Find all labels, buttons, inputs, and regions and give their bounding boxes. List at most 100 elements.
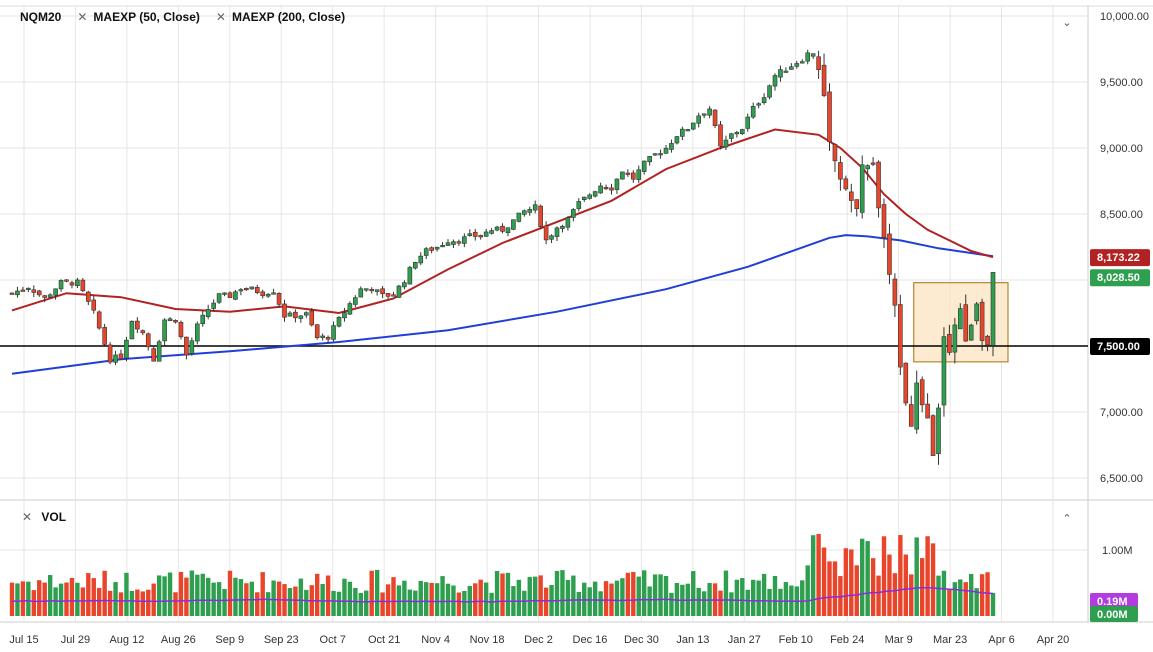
volume-bar bbox=[151, 583, 156, 616]
volume-bar bbox=[369, 570, 374, 616]
candle-body bbox=[385, 293, 391, 297]
candle-body bbox=[903, 362, 909, 404]
candle-body bbox=[789, 66, 794, 70]
candle-body bbox=[696, 115, 702, 124]
volume-bar bbox=[571, 575, 576, 616]
volume-bar bbox=[69, 577, 75, 616]
candle-body bbox=[587, 194, 593, 199]
volume-bar bbox=[701, 591, 707, 616]
volume-bar bbox=[903, 554, 908, 616]
candle-body bbox=[271, 292, 276, 295]
y-tick-label: 8,500.00 bbox=[1100, 209, 1143, 221]
volume-bar bbox=[462, 590, 467, 616]
candle-body bbox=[140, 330, 146, 334]
volume-bar bbox=[336, 591, 342, 616]
x-tick-label: Apr 20 bbox=[1037, 634, 1069, 646]
volume-bar bbox=[985, 572, 990, 616]
candle-body bbox=[625, 172, 631, 175]
candle-body bbox=[767, 85, 772, 98]
close-icon[interactable]: ✕ bbox=[215, 10, 226, 24]
x-tick-label: Oct 21 bbox=[368, 634, 400, 646]
hline-value-badge: 7,500.00 bbox=[1090, 338, 1150, 355]
volume-bar bbox=[620, 578, 625, 616]
candle-body bbox=[456, 241, 462, 244]
chevron-up-icon[interactable]: ⌃ bbox=[1062, 513, 1072, 525]
volume-bar bbox=[887, 554, 892, 616]
y-tick-label: 9,500.00 bbox=[1100, 77, 1143, 89]
volume-bar bbox=[445, 583, 451, 616]
volume-bar bbox=[740, 578, 745, 616]
volume-bar bbox=[821, 547, 827, 616]
last-volume-badge: 0.00M bbox=[1090, 606, 1138, 622]
volume-bar bbox=[843, 548, 849, 616]
volume-bar bbox=[418, 580, 423, 616]
volume-bar bbox=[979, 574, 985, 616]
candle-body bbox=[167, 318, 173, 322]
candle-body bbox=[440, 245, 445, 248]
volume-bar bbox=[75, 582, 80, 616]
candle-body bbox=[412, 261, 418, 269]
candle-body bbox=[810, 53, 816, 57]
volume-bar bbox=[358, 592, 363, 616]
candle-body bbox=[423, 248, 429, 256]
candle-body bbox=[314, 324, 320, 339]
candle-body bbox=[658, 153, 663, 156]
axis-labels: 10,000.009,500.009,000.008,500.008,000.0… bbox=[9, 11, 1149, 646]
volume-bar bbox=[195, 574, 200, 616]
volume-bar bbox=[598, 591, 603, 616]
candle-body bbox=[560, 225, 565, 229]
volume-bar bbox=[592, 581, 598, 616]
candle-body bbox=[391, 294, 396, 297]
chevron-down-icon[interactable]: ⌄ bbox=[1062, 17, 1072, 29]
candle-body bbox=[718, 124, 723, 147]
volume-bar bbox=[527, 576, 532, 616]
last-price-badge: 8,028.50 bbox=[1090, 269, 1150, 287]
candle-body bbox=[957, 308, 963, 330]
candle-body bbox=[756, 103, 761, 106]
volume-bar bbox=[206, 577, 211, 616]
candle-body bbox=[919, 379, 925, 406]
grid bbox=[0, 6, 1088, 622]
volume-bar bbox=[560, 570, 565, 616]
volume-bar bbox=[958, 579, 963, 616]
volume-bar bbox=[407, 589, 413, 616]
candle-body bbox=[680, 128, 685, 137]
candle-body bbox=[571, 209, 576, 218]
volume-bar bbox=[107, 590, 113, 616]
volume-bar bbox=[816, 533, 821, 616]
candle-body bbox=[848, 191, 854, 201]
close-icon[interactable]: ✕ bbox=[22, 510, 33, 524]
candle-body bbox=[892, 278, 898, 306]
candle-body bbox=[854, 199, 860, 210]
candle-body bbox=[565, 217, 571, 228]
candle-body bbox=[467, 233, 473, 236]
candle-body bbox=[254, 286, 260, 294]
volume-bar bbox=[238, 579, 244, 616]
volume-bar bbox=[761, 573, 767, 616]
volume-bar bbox=[167, 572, 173, 616]
volume-bar bbox=[86, 573, 91, 616]
volume-bar bbox=[631, 571, 636, 616]
volume-bar bbox=[473, 583, 478, 616]
volume-bar bbox=[140, 591, 145, 616]
candle-body bbox=[832, 144, 838, 162]
candle-body bbox=[538, 205, 543, 228]
candle-body bbox=[772, 75, 778, 87]
candle-body bbox=[118, 353, 124, 360]
candle-body bbox=[195, 323, 200, 342]
volume-bar bbox=[516, 579, 522, 616]
candle-body bbox=[200, 314, 206, 325]
close-icon[interactable]: ✕ bbox=[77, 10, 88, 24]
candle-body bbox=[47, 294, 53, 298]
candle-body bbox=[859, 164, 865, 213]
candle-body bbox=[80, 279, 86, 292]
volume-bar bbox=[320, 584, 325, 616]
candle-body bbox=[745, 116, 751, 129]
volume-bar bbox=[483, 582, 489, 616]
x-tick-label: Apr 6 bbox=[988, 634, 1014, 646]
candle-body bbox=[483, 231, 489, 237]
volume-bar bbox=[374, 569, 380, 616]
candle-body bbox=[222, 292, 227, 295]
candle-body bbox=[445, 242, 451, 246]
